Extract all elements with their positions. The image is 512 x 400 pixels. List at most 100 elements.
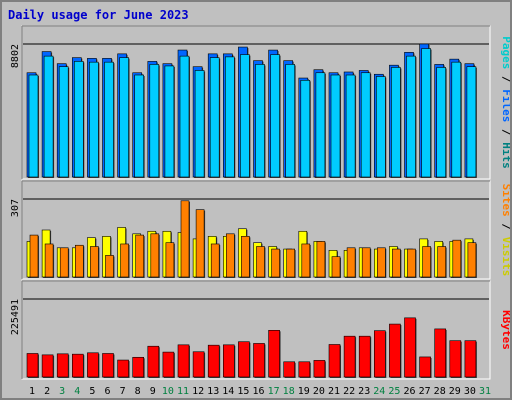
x-label-day-25: 25	[388, 386, 400, 397]
bar-sites-day-22	[346, 247, 356, 278]
legend-middle-part-1: /	[500, 217, 510, 237]
bar-sites-day-30	[467, 242, 477, 278]
bar-files-day-23	[360, 72, 371, 178]
bar-kbytes-day-23	[358, 335, 371, 378]
x-label-day-24: 24	[373, 386, 385, 397]
legend-middle: Sites / Visits	[500, 184, 510, 277]
bar-sites-day-20	[316, 241, 326, 278]
x-label-day-15: 15	[237, 386, 249, 397]
bar-kbytes-day-19	[298, 361, 311, 378]
bar-files-day-28	[436, 67, 447, 178]
bar-sites-day-28	[437, 246, 447, 278]
legend-bottom-part-0: KBytes	[500, 310, 510, 350]
bar-sites-day-5	[90, 246, 99, 278]
bar-files-day-1	[28, 74, 39, 178]
bar-files-day-8	[134, 74, 144, 178]
x-label-day-6: 6	[104, 386, 110, 397]
bar-kbytes-day-9	[147, 345, 160, 378]
bar-sites-day-1	[29, 234, 39, 278]
bar-files-day-18	[285, 64, 296, 178]
bar-kbytes-day-29	[449, 340, 462, 378]
bar-sites-day-18	[286, 248, 296, 278]
legend-middle-part-0: Sites	[500, 184, 510, 217]
bar-files-day-20	[315, 72, 326, 178]
bar-kbytes-day-18	[283, 361, 296, 378]
bar-files-day-17	[270, 54, 280, 178]
y-axis-max-label-2: 307	[10, 199, 21, 217]
bar-files-day-25	[391, 67, 401, 178]
x-label-day-14: 14	[222, 386, 234, 397]
legend-bottom: KBytes	[500, 310, 510, 350]
x-label-day-12: 12	[192, 386, 204, 397]
bar-sites-day-23	[361, 247, 371, 278]
x-label-day-11: 11	[177, 386, 189, 397]
bar-files-day-13	[209, 57, 220, 178]
bar-kbytes-day-15	[238, 341, 250, 378]
legend-middle-part-2: Visits	[500, 237, 510, 277]
bar-files-day-2	[43, 55, 54, 178]
bar-files-day-30	[466, 66, 477, 178]
bar-sites-day-15	[241, 236, 250, 278]
bar-files-day-3	[58, 66, 69, 178]
bar-files-day-16	[255, 64, 265, 178]
bar-sites-day-7	[120, 243, 129, 278]
bar-files-day-7	[119, 57, 129, 178]
x-label-day-8: 8	[135, 386, 141, 397]
bar-files-day-4	[74, 61, 84, 178]
x-label-day-27: 27	[419, 386, 431, 397]
page-title: Daily usage for June 2023	[8, 8, 189, 22]
bar-kbytes-day-8	[132, 356, 144, 378]
bar-kbytes-day-1	[26, 353, 39, 378]
bar-sites-day-26	[407, 248, 416, 278]
bar-files-day-14	[225, 56, 235, 178]
x-label-day-3: 3	[59, 386, 65, 397]
bar-kbytes-day-30	[464, 340, 477, 378]
bar-sites-day-19	[301, 243, 311, 278]
x-label-day-5: 5	[89, 386, 95, 397]
bar-sites-day-14	[226, 233, 235, 278]
bar-kbytes-day-25	[389, 323, 401, 378]
y-axis-max-label-1: 8802	[10, 44, 21, 68]
bar-kbytes-day-3	[56, 353, 69, 378]
bar-files-day-10	[164, 65, 175, 178]
bar-kbytes-day-12	[192, 351, 205, 378]
bar-kbytes-day-4	[72, 353, 84, 378]
bar-files-day-5	[89, 61, 99, 178]
x-label-day-21: 21	[328, 386, 340, 397]
bar-files-day-29	[451, 61, 462, 178]
bar-sites-day-27	[422, 246, 431, 278]
bar-files-day-22	[345, 74, 356, 178]
y-axis-max-label-3: 225491	[10, 299, 21, 335]
bar-kbytes-day-20	[313, 360, 326, 378]
bar-files-day-26	[406, 55, 416, 178]
bar-kbytes-day-7	[117, 359, 129, 378]
bar-kbytes-day-22	[343, 335, 356, 378]
x-label-day-19: 19	[298, 386, 310, 397]
bar-files-day-27	[421, 48, 431, 178]
x-label-day-26: 26	[403, 386, 415, 397]
x-label-day-4: 4	[74, 386, 80, 397]
bar-kbytes-day-5	[87, 352, 99, 378]
bar-kbytes-day-28	[434, 328, 447, 378]
x-label-day-1: 1	[29, 386, 35, 397]
bar-kbytes-day-11	[177, 344, 190, 378]
x-label-day-31: 31	[479, 386, 491, 397]
x-label-day-28: 28	[434, 386, 446, 397]
x-label-day-7: 7	[120, 386, 126, 397]
bar-files-day-12	[194, 70, 205, 178]
bar-kbytes-day-6	[102, 353, 114, 378]
legend-top-part-2: Files	[500, 89, 510, 122]
bar-sites-day-8	[135, 234, 144, 278]
bar-kbytes-day-17	[268, 330, 280, 378]
bar-sites-day-25	[392, 248, 401, 278]
x-label-day-16: 16	[252, 386, 264, 397]
legend-top-part-3: /	[500, 122, 510, 142]
bar-sites-day-9	[150, 233, 160, 278]
legend-top-part-0: Pages	[500, 36, 510, 69]
bar-sites-day-4	[75, 244, 84, 278]
bar-files-day-11	[179, 55, 190, 178]
legend-top-part-1: /	[500, 69, 510, 89]
bar-kbytes-day-26	[404, 317, 416, 378]
